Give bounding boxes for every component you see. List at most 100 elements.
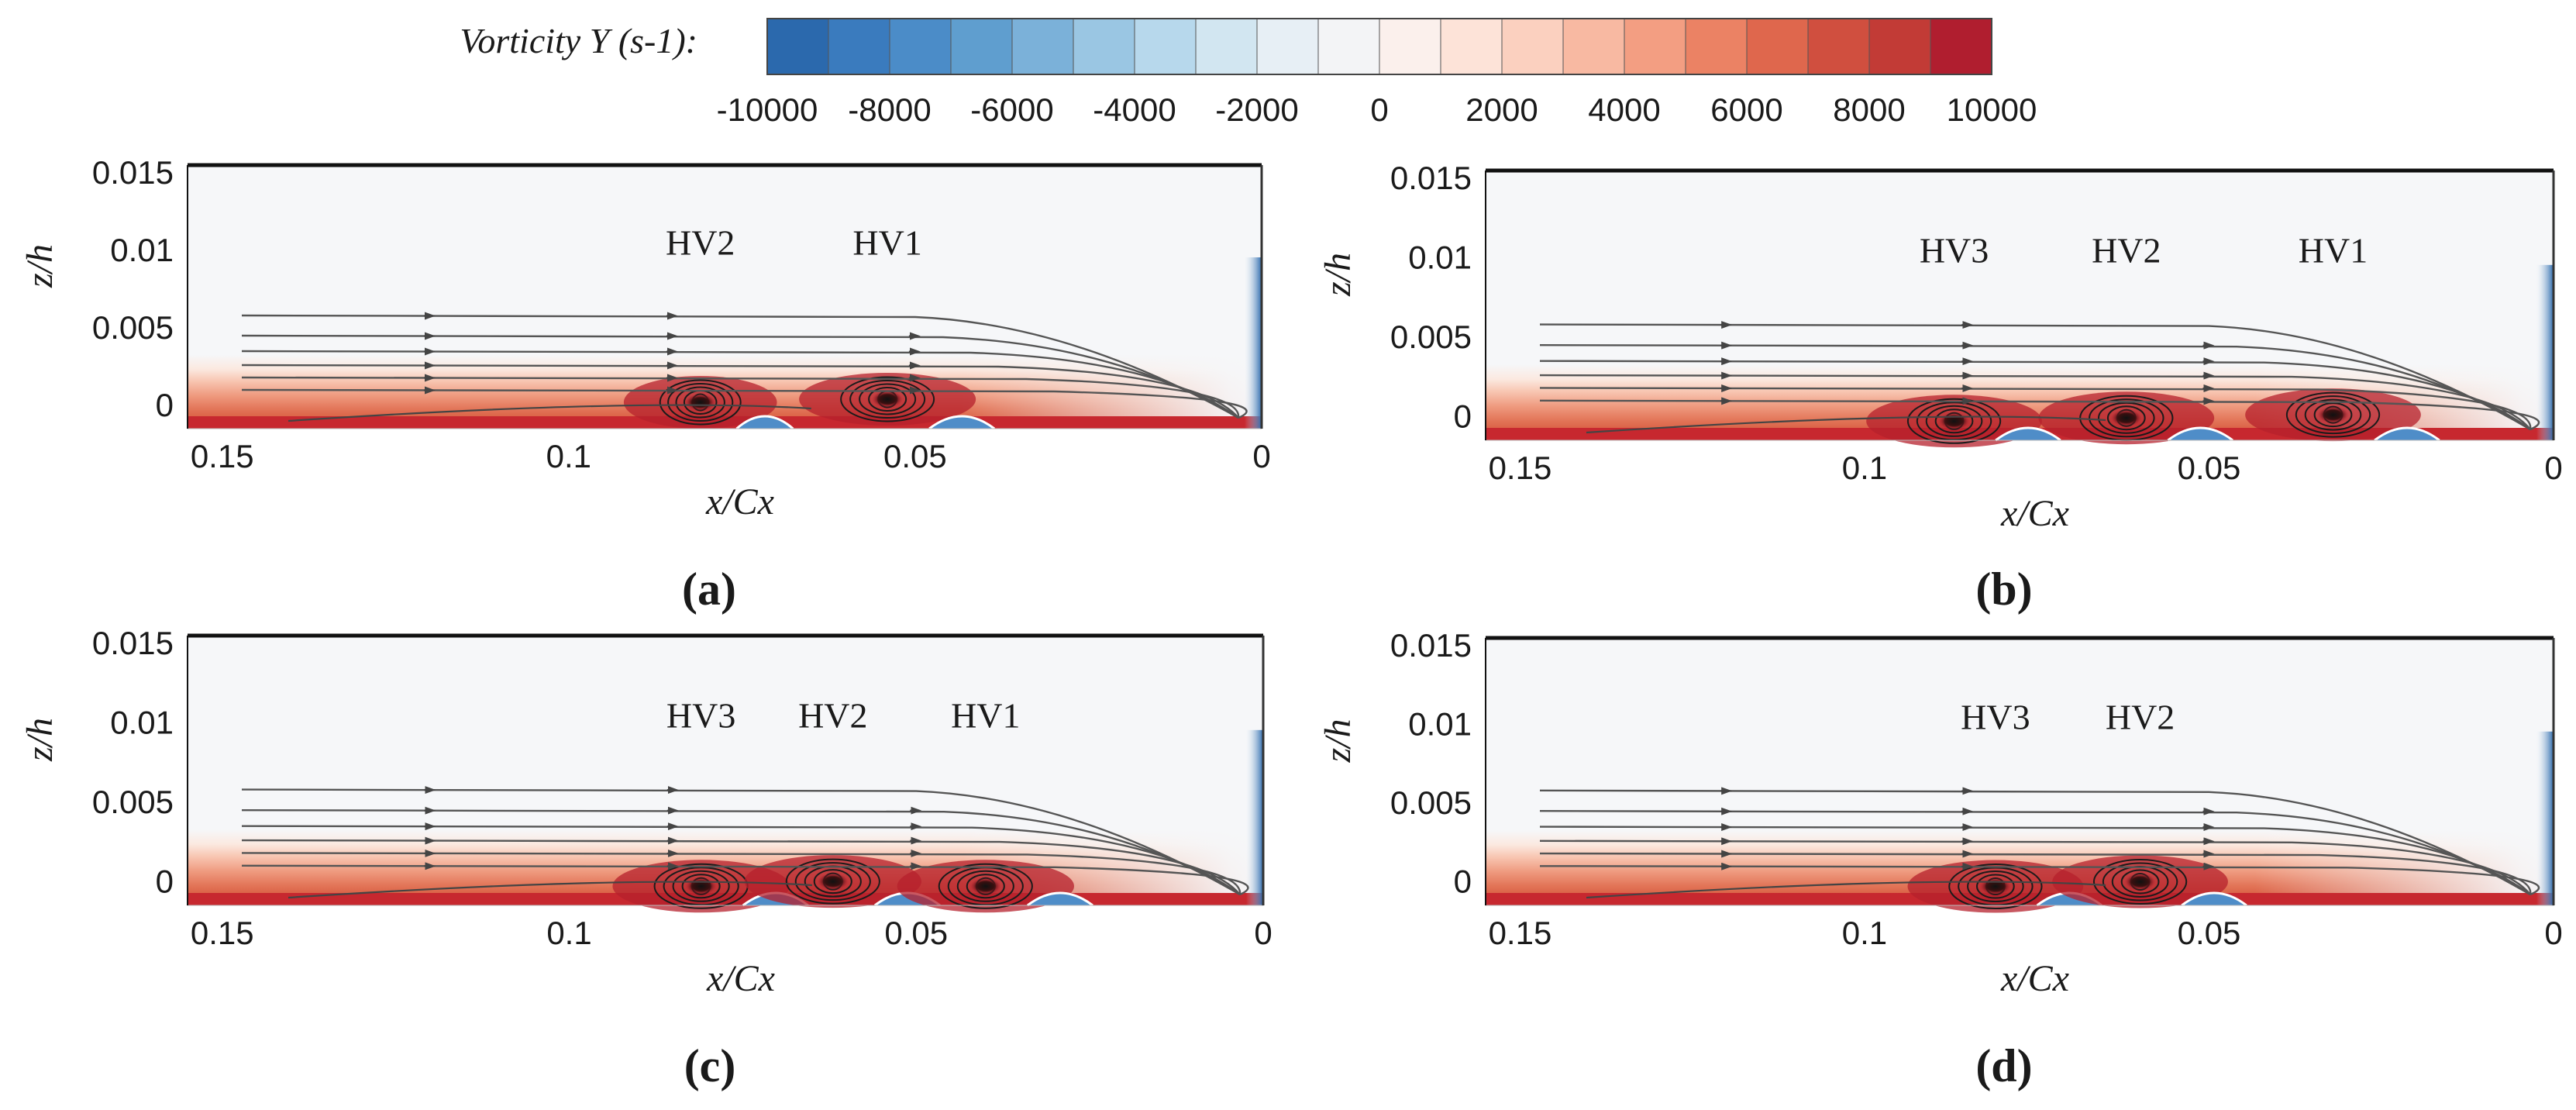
- vortex-streamline: [840, 376, 935, 422]
- x-tick-label: 0.05: [2178, 450, 2241, 486]
- streamline: [241, 376, 1240, 419]
- separation-bubble: [2167, 426, 2233, 442]
- vortex-core: [2317, 406, 2349, 424]
- streamline: [1539, 360, 2531, 430]
- vortex-core: [1938, 412, 1970, 430]
- x-tick-label: 0.05: [884, 915, 948, 951]
- colorbar-cell: [828, 18, 890, 75]
- panel-c: HV3 HV2 HV1 0.015 0.01 0.005 0 0.15 0.1 0.05 0 x/Cx…: [19, 625, 1273, 1091]
- colorbar-frame: [766, 18, 1992, 75]
- vortex-streamline: [956, 870, 1014, 902]
- vortex-core: [2110, 409, 2142, 427]
- y-tick-label: 0.01: [110, 705, 174, 741]
- colorbar: Vorticity Y (s-1): -10000 -8000 -6000 -4000…: [460, 18, 2037, 128]
- reverse-flow-line: [1586, 415, 2106, 434]
- vortex-streamline: [1976, 874, 2015, 899]
- y-tick-label: 0.01: [110, 232, 174, 268]
- y-tick-label: 0: [1454, 864, 1472, 900]
- reverse-flow-line: [288, 881, 813, 899]
- colorbar-tick-label: -4000: [1093, 91, 1176, 128]
- vortex-streamline: [2092, 858, 2188, 905]
- vortex-core: [1979, 877, 2011, 895]
- colorbar-cell: [1501, 18, 1564, 75]
- streamline: [1539, 865, 2540, 896]
- streamline: [1539, 826, 2531, 895]
- colorbar-cell: [1317, 18, 1380, 75]
- leading-edge-strip: [1245, 257, 1262, 429]
- vortex-streamline: [794, 862, 871, 901]
- vortex-label: HV3: [1920, 230, 1989, 270]
- vortex-streamline: [2285, 391, 2381, 438]
- x-tick-label: 0: [1254, 915, 1272, 951]
- x-tick-label: 0.05: [2178, 915, 2241, 951]
- streamline: [1539, 852, 2532, 895]
- panels: HV2 HV1 0.015 0.01 0.005 0 0.15 0.1 0.05 0 x/Cx z/h…: [19, 154, 2563, 1091]
- colorbar-cell: [1930, 18, 1992, 75]
- x-tick-label: 0.15: [191, 438, 254, 474]
- streamline: [1539, 374, 2531, 430]
- colorbar-tick-label: -10000: [717, 91, 818, 128]
- vortex-streamline: [2089, 398, 2164, 438]
- x-tick-label: 0.1: [546, 438, 591, 474]
- separation-bubble: [2181, 891, 2247, 907]
- reverse-flow-line: [288, 404, 811, 422]
- x-axis-label: x/Cx: [706, 958, 775, 999]
- colorbar-ticks: -10000 -8000 -6000 -4000 -2000 0 2000 4000 6000 8…: [717, 91, 2037, 128]
- vortex-streamline: [1948, 864, 2043, 910]
- panel-caption: (b): [1975, 564, 2032, 615]
- x-tick-label: 0.1: [1842, 450, 1887, 486]
- colorbar-tick-label: -2000: [1215, 91, 1298, 128]
- streamline: [241, 852, 1242, 895]
- y-tick-label: 0.015: [1390, 627, 1472, 664]
- reverse-flow-line: [1586, 881, 2106, 899]
- colorbar-cell: [766, 18, 829, 75]
- y-tick-label: 0.01: [1408, 706, 1472, 743]
- vortex-streamline: [2098, 402, 2155, 434]
- y-tick-label: 0.005: [1390, 319, 1472, 355]
- x-tick-label: 0: [2544, 450, 2562, 486]
- y-tick-label: 0.005: [92, 309, 174, 346]
- y-tick-label: 0: [156, 863, 174, 899]
- panel-b: HV3 HV2 HV1 0.015 0.01 0.005 0 0.15 0.1 0.05 0 x/Cx…: [1317, 160, 2563, 615]
- colorbar-cell: [1195, 18, 1258, 75]
- colorbar-cell: [1256, 18, 1319, 75]
- separation-bubble: [2374, 426, 2440, 442]
- streamline: [1539, 839, 2531, 895]
- x-axis-label: x/Cx: [705, 481, 774, 522]
- colorbar-tick-label: 2000: [1465, 91, 1538, 128]
- panel-caption: (d): [1975, 1040, 2032, 1091]
- vortex-streamline: [675, 386, 725, 419]
- x-tick-label: 0.15: [1489, 450, 1552, 486]
- y-axis-label: z/h: [19, 718, 60, 762]
- streamline: [1539, 387, 2532, 430]
- vortex-label: HV2: [2106, 697, 2175, 736]
- colorbar-tick-label: -6000: [970, 91, 1053, 128]
- colorbar-cell: [1379, 18, 1441, 75]
- separation-bubble: [1995, 426, 2061, 442]
- panel-caption: (c): [684, 1040, 736, 1091]
- colorbar-cell: [1073, 18, 1135, 75]
- vortex-streamline: [2120, 869, 2160, 895]
- x-tick-label: 0: [2544, 915, 2562, 951]
- x-tick-label: 0.1: [1842, 915, 1887, 951]
- separation-bubble: [928, 415, 996, 430]
- colorbar-cell: [1624, 18, 1686, 75]
- y-tick-label: 0.015: [92, 154, 174, 191]
- vortex-streamline: [681, 874, 721, 899]
- streamline: [241, 839, 1241, 895]
- streamline: [241, 350, 1239, 419]
- x-tick-label: 0.05: [883, 438, 947, 474]
- vortex-label: HV2: [666, 223, 735, 263]
- x-axis-label: x/Cx: [2000, 958, 2069, 999]
- x-tick-label: 0: [1252, 438, 1270, 474]
- streamline: [241, 808, 1241, 896]
- streamline: [241, 388, 1248, 419]
- vortex-streamline: [849, 380, 926, 419]
- y-axis-label: z/h: [1317, 253, 1359, 297]
- y-tick-label: 0: [156, 387, 174, 423]
- vortex-streamline: [1934, 408, 1974, 434]
- colorbar-cell: [1440, 18, 1503, 75]
- colorbar-cell: [1807, 18, 1870, 75]
- y-tick-label: 0.015: [92, 625, 174, 661]
